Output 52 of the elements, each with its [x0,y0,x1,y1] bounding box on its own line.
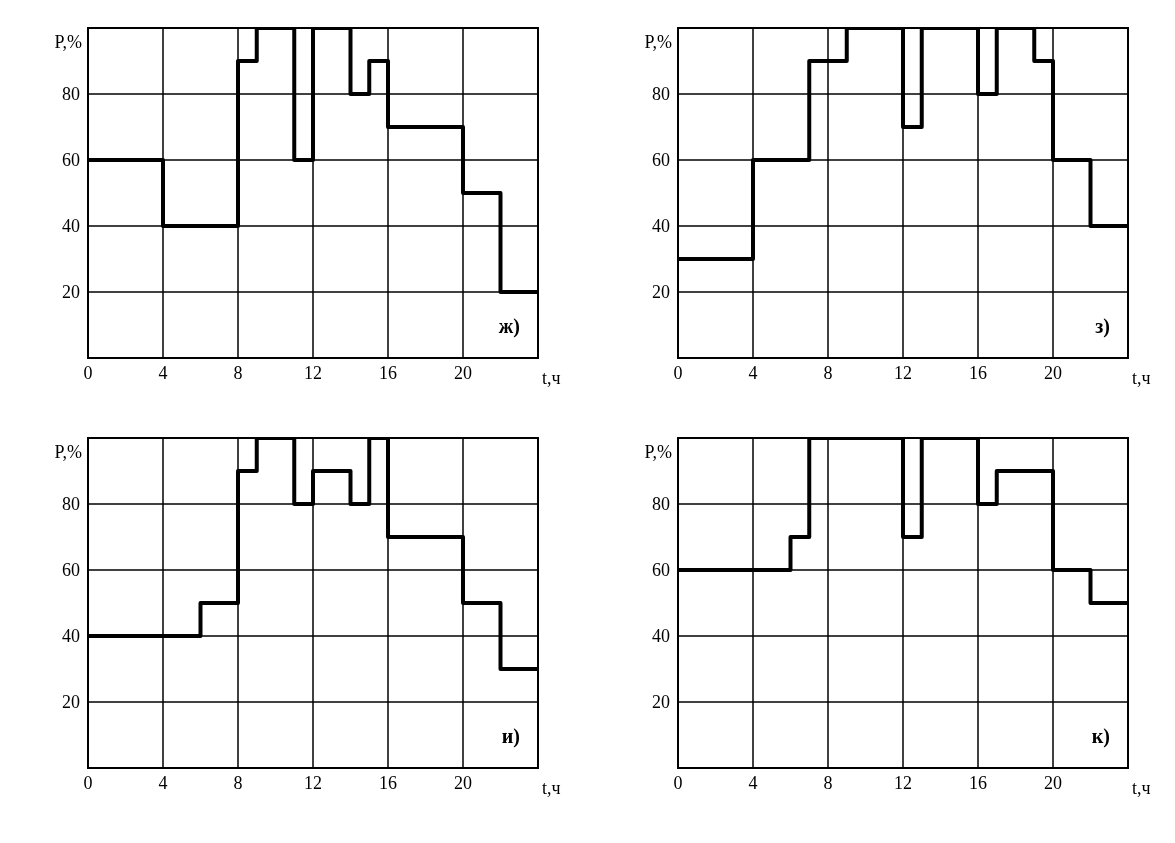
y-tick-label: 80 [62,494,80,515]
x-tick-label: 0 [83,362,93,383]
annotation: з) [1095,315,1110,338]
x-tick-label: 20 [454,362,472,383]
x-tick-label: 20 [1044,772,1062,793]
x-tick-label: 4 [748,772,758,793]
x-tick-label: 20 [454,772,472,793]
y-axis-title: P,% [54,442,82,462]
x-axis-title: t,ч [542,778,561,798]
x-tick-label: 12 [894,362,912,383]
y-tick-label: 40 [652,626,670,647]
x-tick-label: 8 [823,772,833,793]
y-axis-title: P,% [644,442,672,462]
x-tick-label: 4 [158,362,168,383]
x-tick-label: 12 [304,362,322,383]
annotation: к) [1091,725,1110,748]
y-tick-label: 80 [652,84,670,105]
x-axis-title: t,ч [1132,778,1151,798]
y-tick-label: 60 [652,560,670,581]
x-tick-label: 16 [379,772,397,793]
x-tick-label: 12 [304,772,322,793]
y-tick-label: 80 [62,84,80,105]
y-tick-label: 60 [62,150,80,171]
x-tick-label: 16 [969,772,987,793]
y-axis-title: P,% [644,32,672,52]
x-tick-label: 16 [969,362,987,383]
x-axis-title: t,ч [542,368,561,388]
annotation: ж) [498,315,520,338]
x-tick-label: 8 [233,362,243,383]
x-tick-label: 4 [748,362,758,383]
y-tick-label: 20 [62,692,80,713]
y-tick-label: 40 [62,216,80,237]
y-axis-title: P,% [54,32,82,52]
x-tick-label: 0 [83,772,93,793]
x-tick-label: 12 [894,772,912,793]
y-tick-label: 40 [652,216,670,237]
x-tick-label: 20 [1044,362,1062,383]
y-tick-label: 60 [652,150,670,171]
x-tick-label: 8 [233,772,243,793]
annotation: и) [501,725,520,748]
x-tick-label: 0 [673,362,683,383]
y-tick-label: 60 [62,560,80,581]
x-tick-label: 16 [379,362,397,383]
y-tick-label: 80 [652,494,670,515]
y-tick-label: 20 [62,282,80,303]
x-tick-label: 0 [673,772,683,793]
y-tick-label: 20 [652,282,670,303]
x-tick-label: 4 [158,772,168,793]
x-tick-label: 8 [823,362,833,383]
y-tick-label: 40 [62,626,80,647]
x-axis-title: t,ч [1132,368,1151,388]
y-tick-label: 20 [652,692,670,713]
